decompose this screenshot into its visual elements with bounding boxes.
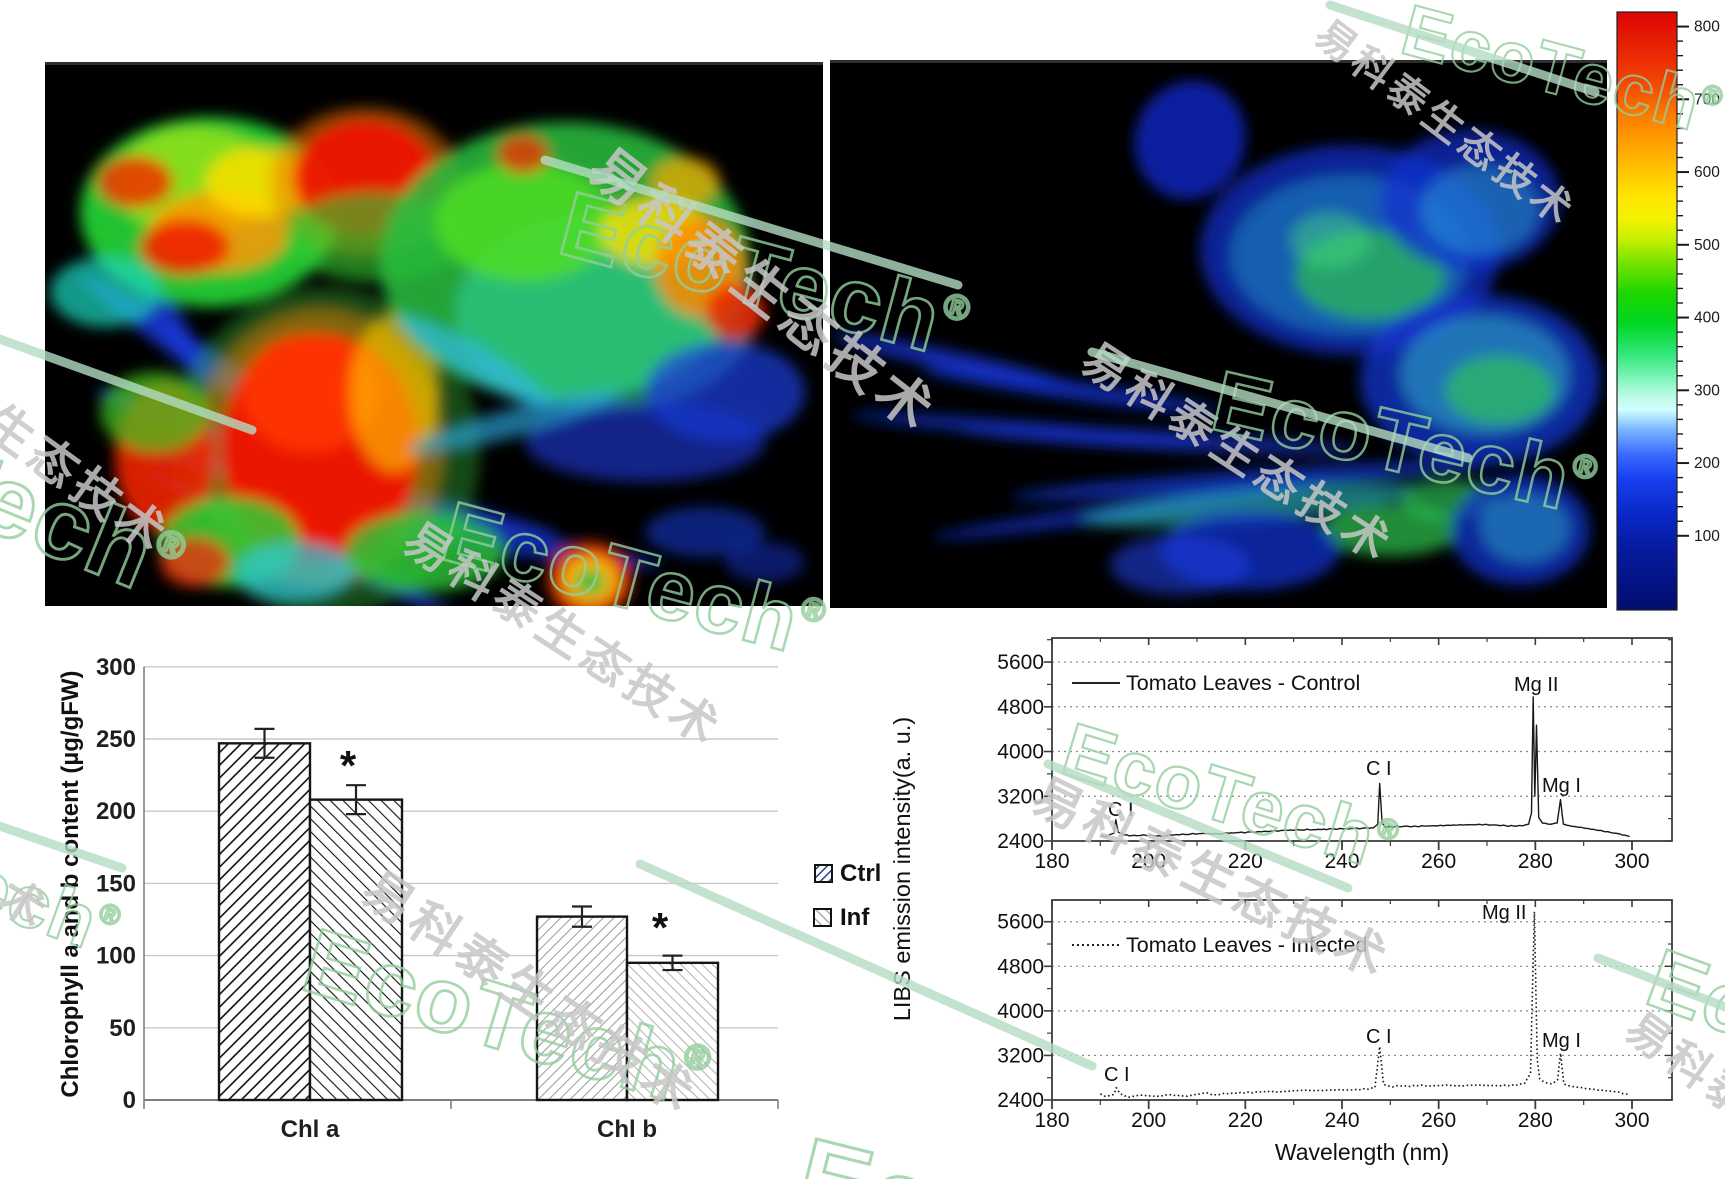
spectrum-y-tick-label: 4800 <box>997 696 1044 719</box>
spectrum-x-tick-label: 240 <box>1324 850 1359 873</box>
colorbar-tick-label: 100 <box>1694 528 1720 545</box>
colorbar-tick-label: 300 <box>1694 382 1720 399</box>
bar-chl-a-ctrl <box>217 742 312 1102</box>
libs-spectra-plots: 2400 3200 4000 4800 5600 180 200 220 240 260 280 30… <box>889 637 1673 1165</box>
significance-marker: * <box>652 904 669 951</box>
colorbar-tick-label: 200 <box>1694 455 1720 472</box>
legend-label-ctrl: Ctrl <box>840 860 881 887</box>
spectrum-x-tick-label: 220 <box>1228 1109 1263 1132</box>
bar-category-label: Chl b <box>597 1116 657 1143</box>
plant-false-color-blobs <box>50 107 805 606</box>
bar-chl-a-inf <box>308 798 404 1102</box>
spectrum-x-tick-label: 240 <box>1324 1109 1359 1132</box>
bar-y-tick-label: 150 <box>96 870 136 897</box>
spectrum-x-tick-label: 260 <box>1421 850 1456 873</box>
spectrum-y-tick-label: 5600 <box>997 911 1044 934</box>
bar-chl-b-inf <box>625 961 720 1102</box>
colorbar-tick-label: 500 <box>1694 237 1720 254</box>
bar-category-label: Chl a <box>281 1116 340 1143</box>
spectrum-x-tick-label: 180 <box>1034 850 1069 873</box>
spectrum-trace <box>1100 696 1630 838</box>
bar-y-tick-label: 200 <box>96 798 136 825</box>
spectrum-y-tick-label: 5600 <box>997 651 1044 674</box>
bar-y-axis-title: Chlorophyll a and b content (µg/gFW) <box>57 670 84 1097</box>
bar-y-tick-label: 0 <box>123 1087 136 1114</box>
spectrum-y-tick-label: 4800 <box>997 955 1044 978</box>
colorbar-tick-label: 800 <box>1694 19 1720 36</box>
error-bar <box>254 727 275 759</box>
colorbar-gradient <box>1616 11 1678 611</box>
spectrum-x-tick-label: 180 <box>1034 1109 1069 1132</box>
peak-label: C I <box>1108 799 1134 821</box>
spectra-x-axis-title: Wavelength (nm) <box>1275 1139 1449 1165</box>
spectrum-x-tick-label: 300 <box>1614 1109 1649 1132</box>
spectrum-x-tick-label: 280 <box>1518 850 1553 873</box>
heatmap-control-image <box>45 62 823 606</box>
colorbar: 100 200 300 400 500 600 700 800 <box>1616 11 1720 611</box>
bar-y-tick-label: 300 <box>96 654 136 681</box>
colorbar-tick-label: 600 <box>1694 164 1720 181</box>
chlorophyll-bar-chart: 0 50 100 150 200 250 300 Chlorophyll a and b co… <box>57 654 881 1143</box>
peak-label: Mg I <box>1542 1030 1581 1052</box>
spectrum-legend-label: Tomato Leaves - Control <box>1126 671 1360 695</box>
spectrum-y-tick-label: 4000 <box>997 1000 1044 1023</box>
peak-label: Mg II <box>1514 674 1558 696</box>
error-bar <box>572 905 592 928</box>
peak-label: Mg II <box>1482 902 1526 924</box>
spectrum-legend-label: Tomato Leaves - Infected <box>1126 933 1367 957</box>
colorbar-tick-label: 700 <box>1694 91 1720 108</box>
spectrum-y-tick-label: 2400 <box>997 830 1044 853</box>
legend-label-inf: Inf <box>840 904 870 931</box>
peak-label: Mg I <box>1542 775 1581 797</box>
bar-y-tick-label: 50 <box>109 1015 136 1042</box>
spectrum-y-tick-label: 3200 <box>997 785 1044 808</box>
spectrum-trace <box>1099 910 1630 1098</box>
spectrum-x-tick-label: 200 <box>1131 1109 1166 1132</box>
spectra-y-axis-title: LIBS emission intensity(a. u.) <box>889 717 915 1021</box>
legend-swatch-ctrl <box>814 864 833 883</box>
libs-spectrum-control: 2400 3200 4000 4800 5600 180 200 220 240 260 280 30… <box>997 637 1673 873</box>
colorbar-tick-label: 400 <box>1694 310 1720 327</box>
spectrum-x-tick-label: 280 <box>1518 1109 1553 1132</box>
spectrum-y-tick-label: 3200 <box>997 1044 1044 1067</box>
heatmap-infected-image <box>830 60 1607 608</box>
bar-chl-b-ctrl <box>535 915 629 1102</box>
peak-label: C I <box>1104 1064 1130 1086</box>
peak-label: C I <box>1366 758 1392 780</box>
libs-spectrum-infected: 2400 3200 4000 4800 5600 180 200 220 240 260 280 30… <box>997 899 1673 1132</box>
spectrum-x-tick-label: 200 <box>1131 850 1166 873</box>
spectrum-x-tick-label: 220 <box>1228 850 1263 873</box>
spectrum-y-tick-label: 2400 <box>997 1089 1044 1112</box>
bar-y-tick-label: 100 <box>96 943 136 970</box>
bar-y-tick-label: 250 <box>96 726 136 753</box>
spectrum-y-tick-label: 4000 <box>997 741 1044 764</box>
peak-label: C I <box>1366 1026 1392 1048</box>
error-bar <box>346 784 366 816</box>
spectrum-x-tick-label: 260 <box>1421 1109 1456 1132</box>
significance-marker: * <box>340 742 357 789</box>
legend-swatch-inf <box>813 908 832 927</box>
spectrum-x-tick-label: 300 <box>1614 850 1649 873</box>
